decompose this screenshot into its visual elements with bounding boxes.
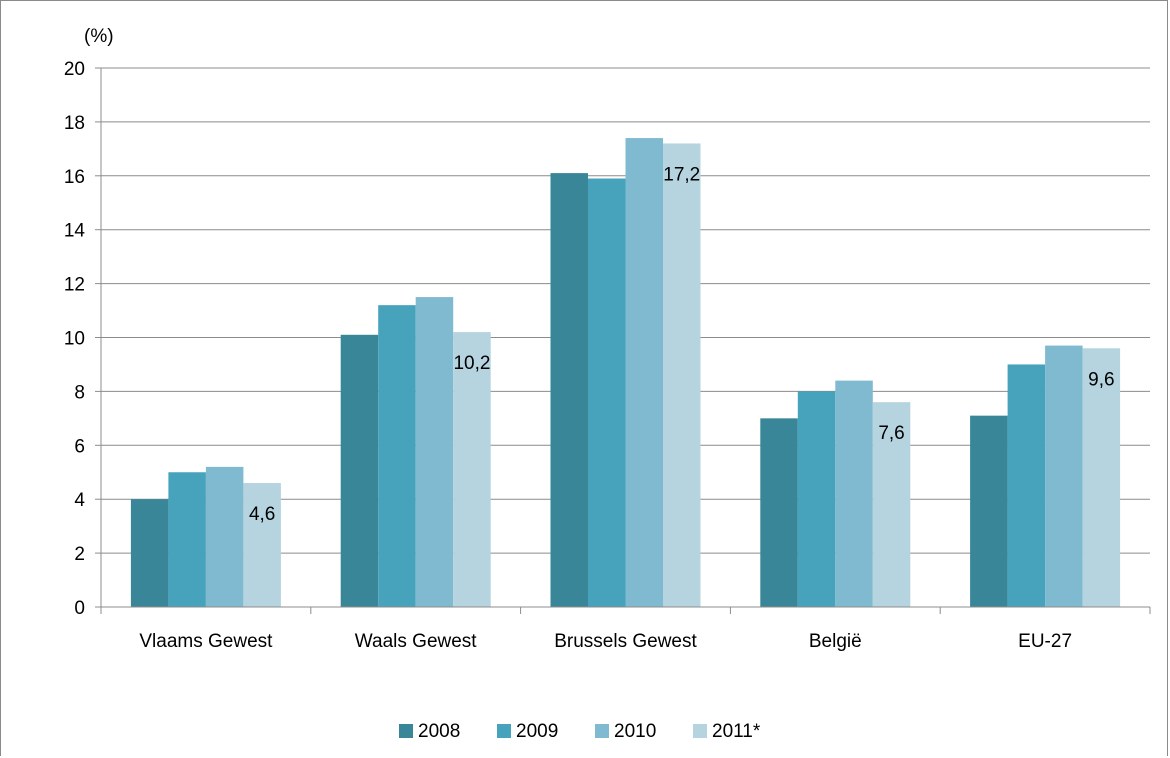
category-label: Waals Gewest	[355, 631, 477, 652]
bar	[625, 138, 663, 607]
y-tick-label: 18	[64, 113, 85, 134]
data-label: 4,6	[249, 504, 275, 525]
bar	[130, 499, 169, 607]
legend-swatch	[497, 724, 511, 738]
data-label: 10,2	[453, 353, 490, 374]
bar	[872, 402, 911, 607]
category-label: Vlaams Gewest	[139, 631, 273, 652]
bar	[1007, 364, 1046, 607]
category-label: Brussels Gewest	[554, 631, 697, 652]
category-label: EU-27	[1018, 631, 1072, 652]
bar	[588, 178, 626, 607]
y-tick-label: 0	[74, 598, 85, 619]
y-axis-label: (%)	[84, 26, 114, 47]
bar	[797, 391, 836, 607]
y-tick-label: 12	[64, 275, 85, 296]
bar	[415, 297, 454, 607]
bar	[970, 415, 1008, 607]
legend-swatch	[595, 724, 609, 738]
bar	[1082, 348, 1121, 607]
y-tick-label: 16	[64, 167, 85, 188]
bar	[663, 143, 701, 607]
legend-swatch	[399, 724, 413, 738]
legend-label: 2008	[418, 721, 460, 742]
legend-label: 2011*	[712, 721, 761, 742]
bar	[378, 305, 416, 607]
bar	[1045, 345, 1083, 607]
x-axis	[100, 606, 1151, 614]
bar	[205, 466, 244, 607]
data-label: 9,6	[1088, 369, 1114, 390]
data-labels: 4,6 10,2 17,2 7,6 9,6	[249, 164, 1115, 525]
y-tick-label: 8	[74, 382, 85, 403]
bar	[340, 334, 379, 607]
y-tick-label: 20	[64, 59, 85, 80]
bar	[453, 332, 491, 607]
bar	[243, 483, 281, 607]
category-labels: Vlaams Gewest Waals Gewest Brussels Gewest…	[139, 631, 1072, 652]
category-label: België	[809, 631, 862, 652]
legend-label: 2009	[516, 721, 558, 742]
bar	[835, 380, 873, 607]
legend: 2008 2009 2010 2011*	[399, 721, 761, 742]
bar	[550, 173, 588, 608]
y-tick-label: 10	[64, 329, 85, 350]
data-label: 17,2	[663, 164, 700, 185]
y-axis-ticks: 0 2 4 6 8 10 12 14 16 18 20	[64, 59, 102, 619]
legend-swatch	[693, 724, 707, 738]
bars	[130, 138, 1121, 608]
y-tick-label: 4	[74, 490, 85, 511]
legend-label: 2010	[614, 721, 656, 742]
y-tick-label: 6	[74, 436, 85, 457]
y-tick-label: 2	[74, 544, 85, 565]
data-label: 7,6	[878, 423, 904, 444]
bar	[168, 472, 206, 607]
bar	[760, 418, 798, 607]
y-tick-label: 14	[64, 221, 86, 242]
